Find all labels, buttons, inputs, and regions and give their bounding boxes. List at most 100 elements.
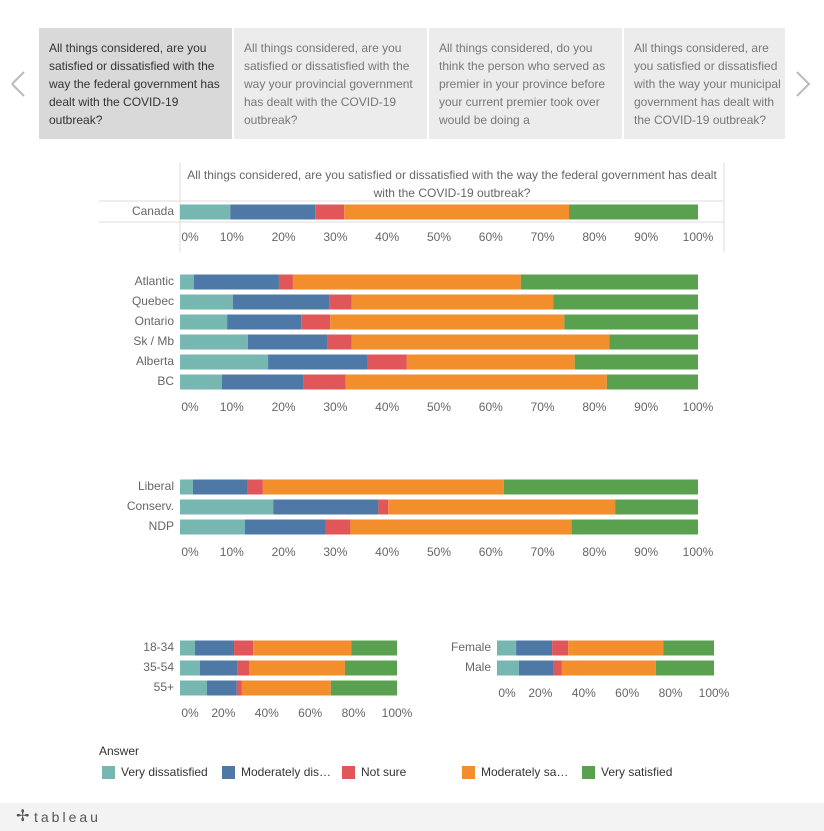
x-tick-label: 60% bbox=[298, 706, 322, 720]
legend-label: Not sure bbox=[361, 765, 407, 779]
bar-segment bbox=[273, 499, 379, 515]
x-tick-label: 20% bbox=[272, 545, 296, 559]
legend-swatch bbox=[102, 766, 115, 779]
bar-segment bbox=[180, 499, 274, 515]
bar-segment bbox=[663, 640, 714, 656]
bar-segment bbox=[180, 314, 228, 330]
tab[interactable]: All things considered, are you satisfied… bbox=[624, 28, 785, 139]
tab[interactable]: All things considered, are you satisfied… bbox=[234, 28, 427, 139]
bar-segment bbox=[180, 274, 194, 290]
bar-segment bbox=[552, 640, 569, 656]
x-tick-label: 0% bbox=[181, 545, 199, 559]
x-tick-label: 90% bbox=[634, 545, 658, 559]
bar-segment bbox=[230, 204, 316, 220]
bar-segment bbox=[180, 374, 222, 390]
bar-segment bbox=[247, 334, 328, 350]
legend-swatch bbox=[582, 766, 595, 779]
bar-segment bbox=[247, 479, 263, 495]
x-tick-label: 100% bbox=[699, 686, 730, 700]
logo-icon: ✢ bbox=[16, 808, 30, 825]
category-label: Conserv. bbox=[127, 499, 174, 513]
bar-segment bbox=[518, 660, 554, 676]
bar-segment bbox=[378, 499, 389, 515]
bar-segment bbox=[192, 479, 248, 495]
category-label: 18-34 bbox=[143, 640, 174, 654]
legend-label: Very dissatisfied bbox=[121, 765, 208, 779]
bar-segment bbox=[609, 334, 698, 350]
legend-label: Moderately sa… bbox=[481, 765, 568, 779]
tab[interactable]: All things considered, do you think the … bbox=[429, 28, 622, 139]
bar-segment bbox=[180, 294, 233, 310]
bar-segment bbox=[237, 660, 250, 676]
bar-segment bbox=[568, 640, 664, 656]
bar-segment bbox=[292, 274, 521, 290]
x-tick-label: 50% bbox=[427, 545, 451, 559]
x-tick-label: 100% bbox=[683, 400, 714, 414]
x-tick-label: 20% bbox=[528, 686, 552, 700]
bar-segment bbox=[180, 204, 231, 220]
bar-segment bbox=[351, 294, 554, 310]
x-tick-label: 40% bbox=[375, 400, 399, 414]
bar-segment bbox=[553, 294, 698, 310]
category-label: Alberta bbox=[136, 354, 174, 368]
category-label: Ontario bbox=[135, 314, 175, 328]
prev-arrow[interactable] bbox=[11, 71, 25, 85]
logo: tableau bbox=[34, 809, 101, 825]
x-tick-label: 0% bbox=[498, 686, 516, 700]
tab[interactable]: All things considered, are you satisfied… bbox=[39, 28, 232, 139]
prev-arrow[interactable] bbox=[11, 83, 25, 97]
legend-swatch bbox=[462, 766, 475, 779]
bar-segment bbox=[388, 499, 616, 515]
x-tick-label: 20% bbox=[272, 230, 296, 244]
bar-segment bbox=[244, 519, 326, 535]
bar-segment bbox=[350, 519, 572, 535]
bar-segment bbox=[330, 314, 565, 330]
bar-segment bbox=[345, 374, 607, 390]
bar-segment bbox=[232, 294, 330, 310]
bar-segment bbox=[180, 660, 200, 676]
bar-segment bbox=[574, 354, 698, 370]
bar-segment bbox=[553, 660, 562, 676]
bar-segment bbox=[571, 519, 698, 535]
bar-segment bbox=[366, 354, 407, 370]
x-tick-label: 100% bbox=[683, 545, 714, 559]
x-tick-label: 30% bbox=[323, 400, 347, 414]
x-tick-label: 40% bbox=[572, 686, 596, 700]
category-label: 55+ bbox=[154, 680, 174, 694]
x-tick-label: 40% bbox=[375, 230, 399, 244]
bar-segment bbox=[497, 660, 519, 676]
chart-title: All things considered, are you satisfied… bbox=[187, 168, 717, 200]
x-tick-label: 90% bbox=[634, 400, 658, 414]
category-label: Male bbox=[465, 660, 491, 674]
bar-segment bbox=[180, 640, 195, 656]
x-tick-label: 50% bbox=[427, 230, 451, 244]
category-label: Canada bbox=[132, 204, 174, 218]
bar-segment bbox=[180, 334, 248, 350]
bar-segment bbox=[180, 519, 245, 535]
x-tick-label: 50% bbox=[427, 400, 451, 414]
x-tick-label: 20% bbox=[211, 706, 235, 720]
bar-segment bbox=[606, 374, 698, 390]
x-tick-label: 30% bbox=[323, 545, 347, 559]
x-tick-label: 70% bbox=[531, 545, 555, 559]
x-tick-label: 30% bbox=[323, 230, 347, 244]
bar-segment bbox=[615, 499, 698, 515]
x-tick-label: 80% bbox=[582, 545, 606, 559]
bar-segment bbox=[564, 314, 698, 330]
footer: ✢ tableau bbox=[0, 803, 824, 831]
bar-segment bbox=[561, 660, 656, 676]
x-tick-label: 80% bbox=[342, 706, 366, 720]
bar-segment bbox=[406, 354, 575, 370]
bar-segment bbox=[301, 314, 331, 330]
legend-label: Very satisfied bbox=[601, 765, 672, 779]
bar-segment bbox=[344, 660, 397, 676]
x-tick-label: 10% bbox=[220, 230, 244, 244]
bar-segment bbox=[520, 274, 698, 290]
bar-segment bbox=[253, 640, 352, 656]
bar-segment bbox=[249, 660, 345, 676]
bar-segment bbox=[227, 314, 302, 330]
bar-segment bbox=[194, 640, 235, 656]
next-arrow[interactable] bbox=[796, 71, 811, 97]
bar-segment bbox=[497, 640, 517, 656]
